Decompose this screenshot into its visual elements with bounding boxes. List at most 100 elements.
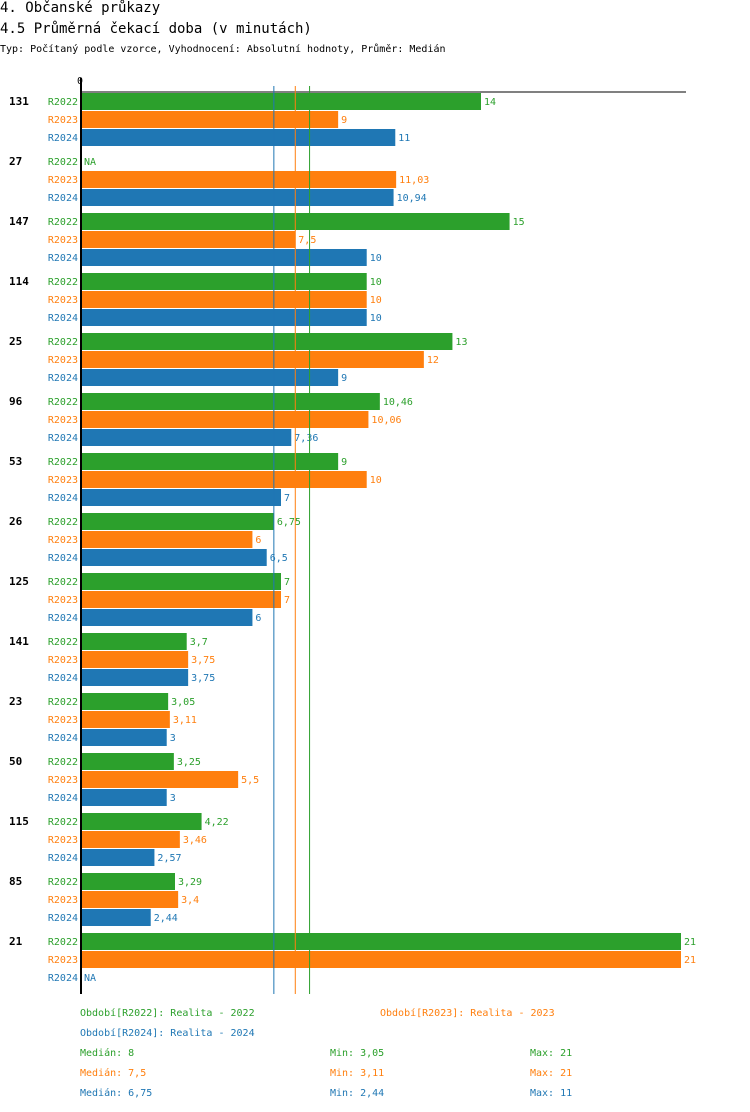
bar — [81, 651, 189, 668]
data-label: 10,46 — [383, 397, 413, 408]
series-label: R2024 — [48, 793, 78, 804]
series-label: R2024 — [48, 373, 78, 384]
bar — [81, 591, 281, 608]
bar — [81, 393, 380, 410]
data-label: 3 — [170, 793, 176, 804]
category-label: 96 — [9, 395, 23, 408]
data-label: 13 — [455, 337, 467, 348]
series-label: R2022 — [48, 637, 78, 648]
stat-max-r2022: Max: 21 — [530, 1048, 573, 1059]
bar — [81, 273, 367, 290]
bar — [81, 351, 424, 368]
bar — [81, 369, 339, 386]
series-label: R2022 — [48, 157, 78, 168]
bar — [81, 411, 369, 428]
chart-subtitle: Typ: Počítaný podle vzorce, Vyhodnocení:… — [0, 44, 446, 55]
bar — [81, 813, 202, 830]
category-label: 26 — [9, 515, 23, 528]
series-label: R2023 — [48, 475, 78, 486]
bar — [81, 633, 187, 650]
series-label: R2024 — [48, 733, 78, 744]
data-label: 10 — [370, 475, 382, 486]
category-label: 23 — [9, 695, 22, 708]
data-label: 6,5 — [270, 553, 288, 564]
series-label: R2022 — [48, 517, 78, 528]
category-label: 125 — [9, 575, 29, 588]
data-label: 11 — [398, 133, 410, 144]
data-label: 10 — [370, 277, 382, 288]
bar — [81, 93, 481, 110]
data-label: 10 — [370, 253, 382, 264]
bar — [81, 549, 267, 566]
bar — [81, 489, 281, 506]
data-label: 9 — [341, 115, 347, 126]
series-label: R2024 — [48, 253, 78, 264]
series-label: R2023 — [48, 235, 78, 246]
bar — [81, 831, 180, 848]
series-label: R2022 — [48, 697, 78, 708]
series-label: R2022 — [48, 217, 78, 228]
series-label: R2024 — [48, 433, 78, 444]
bar — [81, 453, 339, 470]
bar — [81, 693, 169, 710]
series-label: R2023 — [48, 175, 78, 186]
data-label: 6 — [255, 535, 261, 546]
bar — [81, 471, 367, 488]
bar — [81, 231, 296, 248]
series-label: R2023 — [48, 535, 78, 546]
stat-min-r2023: Min: 3,11 — [330, 1068, 385, 1079]
bar — [81, 189, 394, 206]
category-label: 141 — [9, 635, 29, 648]
data-label: 3 — [170, 733, 176, 744]
stat-median-r2022: Medián: 8 — [80, 1048, 135, 1059]
bar — [81, 171, 397, 188]
series-label: R2024 — [48, 493, 78, 504]
data-label: 6,75 — [277, 517, 301, 528]
bar — [81, 531, 253, 548]
series-label: R2023 — [48, 655, 78, 666]
data-label: 5,5 — [241, 775, 259, 786]
data-label: 21 — [684, 937, 696, 948]
data-label: 10 — [370, 313, 382, 324]
data-label: 7,36 — [294, 433, 318, 444]
data-label: 3,11 — [173, 715, 197, 726]
data-label: 10 — [370, 295, 382, 306]
data-label: 10,94 — [397, 193, 427, 204]
legend-r2024: Období[R2024]: Realita - 2024 — [80, 1028, 255, 1039]
data-label: 3,4 — [181, 895, 199, 906]
series-label: R2024 — [48, 613, 78, 624]
series-label: R2023 — [48, 775, 78, 786]
series-label: R2023 — [48, 715, 78, 726]
data-label: 7 — [284, 493, 290, 504]
stat-median-r2023: Medián: 7,5 — [80, 1068, 147, 1079]
category-label: 131 — [9, 95, 29, 108]
series-label: R2022 — [48, 277, 78, 288]
section-heading: 4. Občanské průkazy — [0, 0, 161, 16]
stat-min-r2022: Min: 3,05 — [330, 1048, 385, 1059]
category-label: 50 — [9, 755, 22, 768]
data-label: 3,7 — [190, 637, 208, 648]
legend-r2023: Období[R2023]: Realita - 2023 — [380, 1008, 555, 1019]
bar — [81, 513, 274, 530]
category-label: 147 — [9, 215, 29, 228]
data-label: NA — [84, 973, 96, 984]
series-label: R2022 — [48, 97, 78, 108]
data-label: 15 — [513, 217, 525, 228]
data-label: 14 — [484, 97, 496, 108]
data-label: 3,75 — [191, 673, 215, 684]
data-label: 10,06 — [371, 415, 401, 426]
bar — [81, 249, 367, 266]
bar — [81, 573, 281, 590]
chart-title: 4.5 Průměrná čekací doba (v minutách) — [0, 21, 312, 37]
bar — [81, 753, 174, 770]
bar — [81, 909, 151, 926]
data-label: 3,25 — [177, 757, 201, 768]
series-label: R2023 — [48, 355, 78, 366]
series-label: R2023 — [48, 115, 78, 126]
data-label: 6 — [255, 613, 261, 624]
bar — [81, 951, 681, 968]
bar — [81, 771, 239, 788]
category-label: 53 — [9, 455, 22, 468]
bar — [81, 333, 453, 350]
series-label: R2022 — [48, 937, 78, 948]
